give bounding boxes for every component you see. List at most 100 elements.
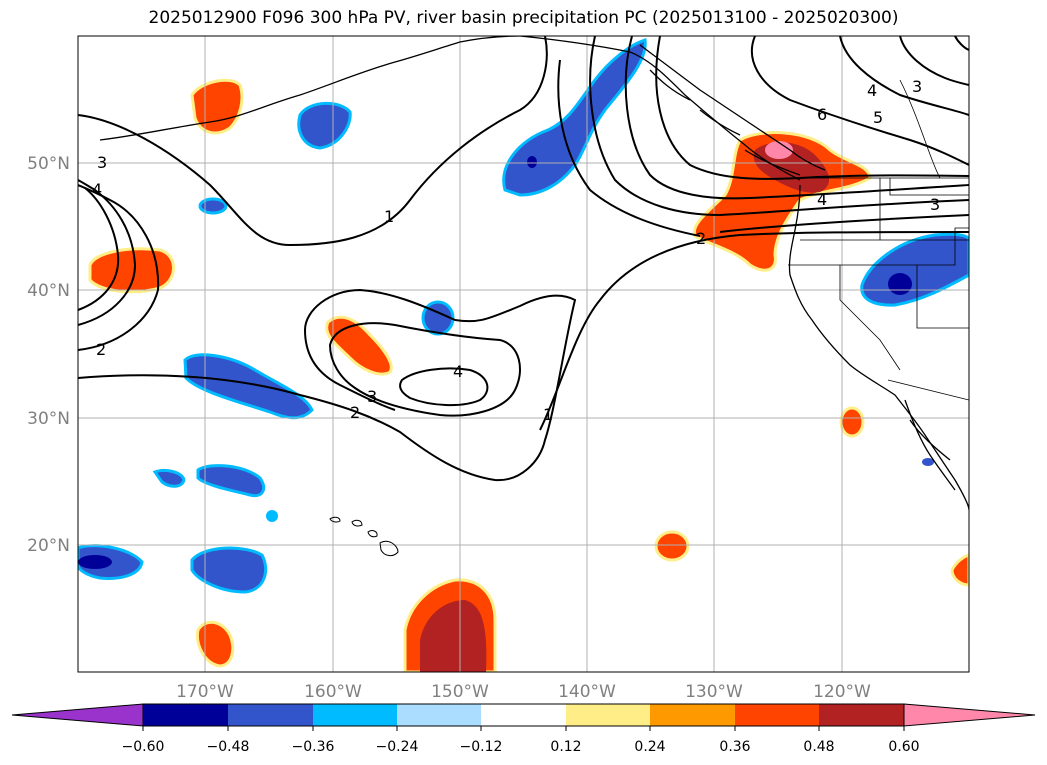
lat-label-30n: 30°N	[27, 409, 70, 429]
lon-label-130w: 130°W	[685, 682, 743, 702]
pv-label: 6	[817, 105, 827, 124]
pos-blob-aleutian	[190, 78, 244, 135]
pv-label: 5	[873, 108, 883, 127]
pv-label: 3	[930, 195, 940, 214]
negative-precip-anomalies	[78, 38, 969, 594]
neg-blob-hawaii-w	[152, 468, 186, 488]
border-state-6	[889, 178, 969, 196]
neg-blob-gulf-core	[527, 156, 537, 168]
neg-blob-south-mid	[190, 546, 268, 594]
coastline-us-west	[788, 184, 969, 511]
pv-contour-4-ne	[839, 36, 969, 116]
colorbar-tick-label: 0.24	[634, 739, 665, 755]
pv-label: 4	[867, 81, 877, 100]
coastline-baja	[904, 399, 956, 491]
neg-blob-subtropic-west	[183, 353, 314, 420]
colorbar-swatch	[566, 704, 650, 726]
pv-contour-labels: 1 1 2 2 2 3 3 3 3 4 4 4 4 5 6	[92, 77, 940, 424]
pos-blob-east-pacific	[654, 530, 690, 562]
colorbar-swatch	[650, 704, 735, 726]
neg-blob-california-core	[888, 273, 912, 295]
pv-contour-6-east	[750, 36, 969, 166]
pv-contour-4-central	[399, 367, 489, 407]
pv-contour-4-east	[624, 36, 969, 200]
pos-blob-central	[325, 315, 393, 376]
colorbar-ticks	[142, 726, 905, 731]
colorbar-tick-label: −0.36	[292, 739, 335, 755]
longitude-labels: 170°W 160°W 150°W 140°W 130°W 120°W	[176, 682, 871, 702]
lat-label-20n: 20°N	[27, 536, 70, 556]
map-title: 2025012900 F096 300 hPa PV, river basin …	[148, 8, 899, 28]
border-state-5	[839, 265, 901, 371]
coastline-alaska-south	[519, 36, 801, 181]
pv-contour-5-east	[655, 36, 969, 180]
hawaiian-islands	[329, 516, 399, 557]
political-boundaries	[788, 79, 969, 401]
pv-contour-2-central	[78, 288, 577, 482]
island-kauai	[329, 516, 341, 523]
colorbar-tick-label: −0.24	[376, 739, 419, 755]
coastline-alaska-peninsula	[99, 36, 521, 141]
pv-label: 4	[92, 180, 102, 199]
lat-label-40n: 40°N	[27, 281, 70, 301]
lon-label-160w: 160°W	[304, 682, 362, 702]
island-maui	[367, 530, 378, 538]
colorbar-outline	[142, 703, 905, 727]
coastline-canada-mainland	[639, 44, 826, 171]
coastline-bc-islands	[649, 69, 801, 176]
border-us-mexico	[887, 379, 969, 401]
colorbar-tick-label: −0.48	[207, 739, 250, 755]
lon-label-170w: 170°W	[176, 682, 234, 702]
colorbar-swatch	[313, 704, 397, 726]
colorbar-tick-label: 0.60	[888, 739, 919, 755]
pv-contour-3-central	[328, 322, 521, 417]
colorbar: −0.60 −0.48 −0.36 −0.24 −0.12 0.12 0.24 …	[11, 703, 1036, 755]
pv-label: 4	[453, 362, 463, 381]
colorbar-swatch	[819, 704, 904, 726]
colorbar-swatch	[481, 704, 566, 726]
pv-contour-1-south	[539, 231, 969, 431]
colorbar-swatch	[228, 704, 313, 726]
neg-blob-tiny	[266, 510, 278, 522]
neg-blob-south-west-core	[78, 555, 112, 569]
border-state-7	[899, 79, 941, 179]
pv-label: 3	[367, 387, 377, 406]
pv-label: 1	[543, 405, 553, 424]
pv-contour-3-ne	[899, 36, 969, 86]
pos-blob-south-small	[195, 620, 235, 668]
pos-blob-mexico	[950, 553, 969, 587]
pos-blob-socal	[839, 406, 865, 438]
island-big	[379, 540, 399, 557]
neg-blob-small-1	[198, 197, 228, 215]
colorbar-tick-label: −0.60	[122, 739, 165, 755]
pos-blob-west	[88, 247, 175, 294]
colorbar-swatch	[735, 704, 819, 726]
colorbar-extend-min	[11, 703, 144, 727]
pv-contour-4-west	[78, 187, 120, 311]
neg-blob-bering	[297, 101, 352, 150]
pv-label: 2	[350, 403, 360, 422]
island-oahu	[351, 519, 363, 527]
lon-label-120w: 120°W	[813, 682, 871, 702]
latitude-labels: 50°N 40°N 30°N 20°N	[27, 154, 70, 556]
pv-label: 2	[96, 340, 106, 359]
pv-label: 3	[912, 77, 922, 96]
pv-contour-3-east	[589, 36, 969, 217]
border-state-3	[788, 227, 969, 266]
lon-label-150w: 150°W	[431, 682, 489, 702]
colorbar-extend-max	[903, 703, 1036, 727]
pv-contour-2-ne	[954, 36, 969, 51]
colorbar-tick-label: 0.36	[719, 739, 750, 755]
colorbar-swatch	[397, 704, 481, 726]
pv-label: 3	[97, 153, 107, 172]
graticule	[78, 36, 969, 672]
lat-label-50n: 50°N	[27, 154, 70, 174]
border-state-4	[916, 265, 969, 329]
colorbar-swatch	[143, 704, 228, 726]
pos-blob-pacific-nw-max	[765, 141, 793, 159]
colorbar-tick-label: 0.12	[550, 739, 581, 755]
pv-contours	[78, 36, 969, 482]
pv-contour-2-east	[557, 59, 969, 237]
colorbar-tick-label: −0.12	[460, 739, 503, 755]
